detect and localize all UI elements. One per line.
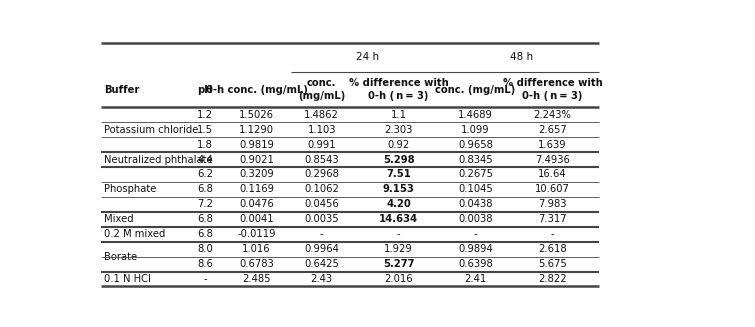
- Text: 7.983: 7.983: [538, 199, 567, 209]
- Text: Borate: Borate: [103, 251, 137, 262]
- Text: -: -: [203, 274, 207, 284]
- Text: 0.9819: 0.9819: [239, 140, 274, 149]
- Text: 16.64: 16.64: [538, 169, 567, 180]
- Text: 6.8: 6.8: [197, 214, 213, 224]
- Text: 7.2: 7.2: [197, 199, 213, 209]
- Text: pH: pH: [197, 85, 213, 95]
- Text: 0.6398: 0.6398: [458, 259, 493, 269]
- Text: 0.991: 0.991: [307, 140, 336, 149]
- Text: 0.0041: 0.0041: [239, 214, 274, 224]
- Text: 0.1062: 0.1062: [304, 184, 339, 194]
- Text: 5.675: 5.675: [538, 259, 567, 269]
- Text: 2.016: 2.016: [384, 274, 413, 284]
- Text: 1.099: 1.099: [461, 125, 490, 135]
- Text: 1.4689: 1.4689: [458, 110, 493, 120]
- Text: 0.9658: 0.9658: [458, 140, 493, 149]
- Text: 0-h conc. (mg/mL): 0-h conc. (mg/mL): [205, 85, 307, 95]
- Text: 1.016: 1.016: [242, 244, 271, 254]
- Text: 0.2 M mixed: 0.2 M mixed: [103, 229, 165, 239]
- Text: 0.0456: 0.0456: [304, 199, 339, 209]
- Text: 0.3209: 0.3209: [239, 169, 274, 180]
- Text: 0.92: 0.92: [387, 140, 410, 149]
- Text: conc.
(mg/mL): conc. (mg/mL): [298, 78, 345, 101]
- Text: Potassium chloride: Potassium chloride: [103, 125, 198, 135]
- Text: 5.298: 5.298: [383, 155, 414, 164]
- Text: 0.2968: 0.2968: [304, 169, 339, 180]
- Text: 2.43: 2.43: [310, 274, 333, 284]
- Text: 1.5: 1.5: [197, 125, 213, 135]
- Text: Mixed: Mixed: [103, 214, 134, 224]
- Text: 1.2: 1.2: [197, 110, 213, 120]
- Text: conc. (mg/mL): conc. (mg/mL): [436, 85, 516, 95]
- Text: 4.4: 4.4: [197, 155, 213, 164]
- Text: 0.6425: 0.6425: [304, 259, 339, 269]
- Text: 1.103: 1.103: [307, 125, 336, 135]
- Text: 0.1045: 0.1045: [458, 184, 493, 194]
- Text: 1.1: 1.1: [390, 110, 407, 120]
- Text: 1.639: 1.639: [538, 140, 567, 149]
- Text: 0.0038: 0.0038: [458, 214, 493, 224]
- Text: 0.1 N HCl: 0.1 N HCl: [103, 274, 150, 284]
- Text: Neutralized phthalate: Neutralized phthalate: [103, 155, 212, 164]
- Text: Buffer: Buffer: [103, 85, 139, 95]
- Text: 0.2675: 0.2675: [458, 169, 493, 180]
- Text: 6.8: 6.8: [197, 184, 213, 194]
- Text: 9.153: 9.153: [383, 184, 414, 194]
- Text: -0.0119: -0.0119: [237, 229, 276, 239]
- Text: 2.618: 2.618: [538, 244, 567, 254]
- Text: 0.0035: 0.0035: [304, 214, 339, 224]
- Text: 48 h: 48 h: [510, 53, 533, 62]
- Text: Phosphate: Phosphate: [103, 184, 156, 194]
- Text: 2.822: 2.822: [538, 274, 567, 284]
- Text: 2.657: 2.657: [538, 125, 567, 135]
- Text: 24 h: 24 h: [356, 53, 380, 62]
- Text: 6.8: 6.8: [197, 229, 213, 239]
- Text: -: -: [550, 229, 554, 239]
- Text: -: -: [474, 229, 477, 239]
- Text: 1.929: 1.929: [384, 244, 413, 254]
- Text: 2.485: 2.485: [242, 274, 271, 284]
- Text: 7.317: 7.317: [538, 214, 567, 224]
- Text: 8.0: 8.0: [197, 244, 213, 254]
- Text: 1.1290: 1.1290: [239, 125, 274, 135]
- Text: 1.4862: 1.4862: [304, 110, 339, 120]
- Text: 7.4936: 7.4936: [535, 155, 570, 164]
- Text: 14.634: 14.634: [379, 214, 418, 224]
- Text: -: -: [320, 229, 323, 239]
- Text: 0.6783: 0.6783: [239, 259, 274, 269]
- Text: 5.277: 5.277: [383, 259, 414, 269]
- Text: 2.41: 2.41: [464, 274, 487, 284]
- Text: 1.8: 1.8: [197, 140, 213, 149]
- Text: 0.9964: 0.9964: [304, 244, 339, 254]
- Text: 8.6: 8.6: [197, 259, 213, 269]
- Text: % difference with
0-h ( n = 3): % difference with 0-h ( n = 3): [349, 78, 448, 101]
- Text: 4.20: 4.20: [387, 199, 411, 209]
- Text: 1.5026: 1.5026: [239, 110, 274, 120]
- Text: 6.2: 6.2: [197, 169, 213, 180]
- Text: 0.9894: 0.9894: [458, 244, 493, 254]
- Text: 2.303: 2.303: [384, 125, 413, 135]
- Text: 2.243%: 2.243%: [534, 110, 572, 120]
- Text: 7.51: 7.51: [387, 169, 411, 180]
- Text: 0.8543: 0.8543: [304, 155, 339, 164]
- Text: 0.9021: 0.9021: [239, 155, 274, 164]
- Text: -: -: [397, 229, 400, 239]
- Text: 10.607: 10.607: [535, 184, 570, 194]
- Text: 0.1169: 0.1169: [239, 184, 274, 194]
- Text: 0.0438: 0.0438: [458, 199, 493, 209]
- Text: % difference with
0-h ( n = 3): % difference with 0-h ( n = 3): [503, 78, 602, 101]
- Text: 0.0476: 0.0476: [239, 199, 274, 209]
- Text: 0.8345: 0.8345: [458, 155, 493, 164]
